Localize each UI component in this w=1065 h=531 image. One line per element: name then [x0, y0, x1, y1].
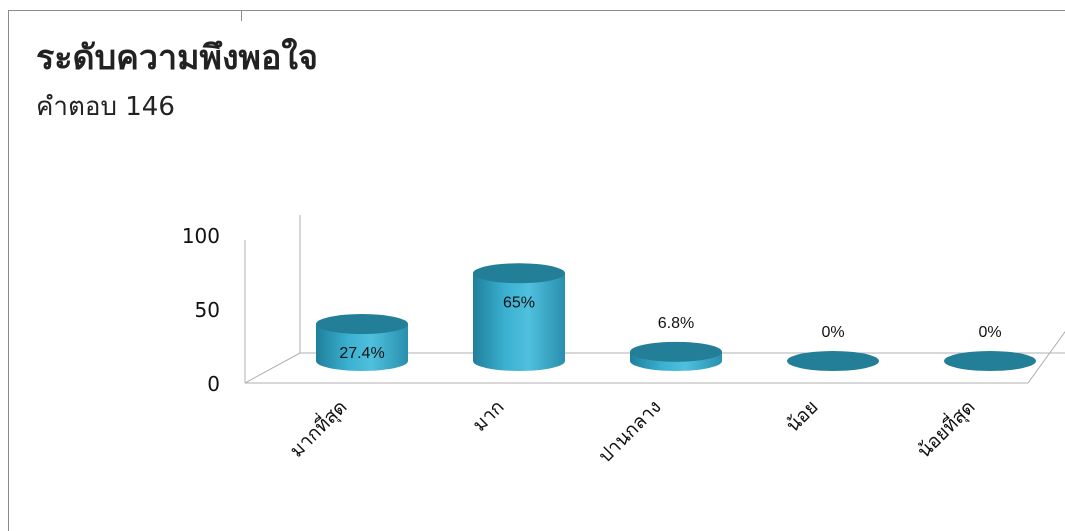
bar-0	[316, 314, 408, 371]
category-label-2: ปานกลาง	[594, 396, 665, 467]
category-label-3: น้อย	[782, 396, 823, 437]
category-label-1: มาก	[468, 396, 508, 436]
y-tick-label-2: 100	[182, 224, 220, 248]
bar-top-2	[630, 341, 722, 362]
bar-1	[473, 263, 565, 371]
chart-labels: 0 50 100 27.4% มากที่สุด 65% มาก 6.8% ปานกลาง 0% น…	[182, 224, 1002, 467]
chart-frame	[8, 10, 1065, 531]
chart-subtitle: คำตอบ 146	[36, 92, 175, 122]
chart-title: ระดับความพึงพอใจ	[36, 38, 318, 78]
category-label-0: มากที่สุด	[284, 394, 353, 463]
data-label-2: 6.8%	[658, 315, 694, 332]
category-label-4: น้อยที่สุด	[911, 394, 980, 463]
frame-divider-tick	[241, 11, 242, 21]
bar-top-3	[787, 351, 879, 371]
data-label-0: 27.4%	[339, 345, 384, 362]
bar-3	[787, 351, 879, 371]
bar-body-0	[316, 324, 408, 371]
bar-chart: 0 50 100 27.4% มากที่สุด 65% มาก 6.8% ปานกลาง 0% น…	[182, 215, 1065, 467]
floor-left-edge	[244, 352, 301, 384]
bar-top-4	[944, 351, 1036, 371]
chart-bars	[316, 263, 1036, 371]
data-label-3: 0%	[821, 324, 844, 341]
bar-top-1	[473, 263, 565, 284]
data-label-4: 0%	[978, 324, 1001, 341]
data-label-1: 65%	[503, 294, 535, 311]
bar-top-0	[316, 314, 408, 335]
bar-2	[630, 341, 722, 371]
y-tick-label-0: 0	[207, 372, 220, 396]
bar-4	[944, 351, 1036, 371]
bar-body-1	[473, 273, 565, 371]
floor-right-edge	[1027, 331, 1065, 384]
y-tick-label-1: 50	[195, 298, 220, 322]
